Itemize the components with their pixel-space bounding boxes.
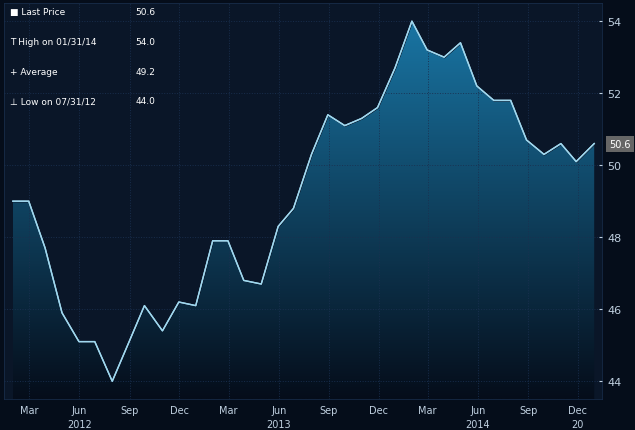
Text: Jun: Jun xyxy=(72,405,87,415)
Text: Sep: Sep xyxy=(320,405,338,415)
Text: Jun: Jun xyxy=(471,405,486,415)
Text: 2012: 2012 xyxy=(67,419,92,429)
Text: Mar: Mar xyxy=(219,405,237,415)
Text: 2013: 2013 xyxy=(267,419,291,429)
Text: ■ Last Price: ■ Last Price xyxy=(10,8,65,17)
Text: Dec: Dec xyxy=(170,405,189,415)
Text: ⊥ Low on 07/31/12: ⊥ Low on 07/31/12 xyxy=(10,97,96,106)
Text: 54.0: 54.0 xyxy=(136,38,156,47)
Text: Dec: Dec xyxy=(369,405,388,415)
Text: 20: 20 xyxy=(572,419,584,429)
Text: 50.6: 50.6 xyxy=(136,8,156,17)
Text: Dec: Dec xyxy=(568,405,587,415)
Text: 44.0: 44.0 xyxy=(136,97,156,106)
Text: 49.2: 49.2 xyxy=(136,68,156,77)
Text: Jun: Jun xyxy=(271,405,286,415)
Text: Sep: Sep xyxy=(121,405,139,415)
Text: T High on 01/31/14: T High on 01/31/14 xyxy=(10,38,97,47)
Text: 50.6: 50.6 xyxy=(610,139,631,149)
Text: 2014: 2014 xyxy=(465,419,490,429)
Text: Sep: Sep xyxy=(519,405,537,415)
Text: Mar: Mar xyxy=(418,405,437,415)
Text: Mar: Mar xyxy=(20,405,39,415)
Text: + Average: + Average xyxy=(10,68,58,77)
